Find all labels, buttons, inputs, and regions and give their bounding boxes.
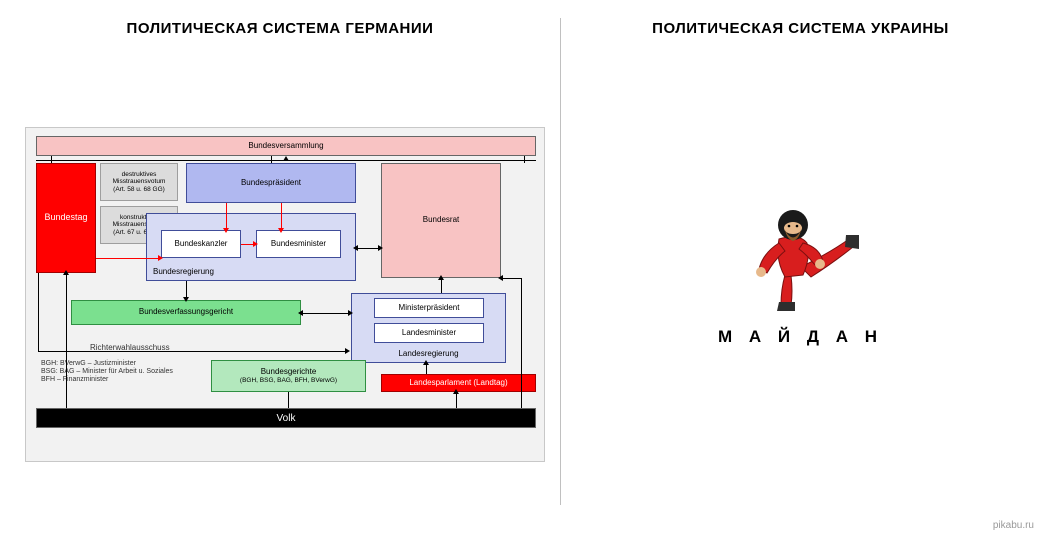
box-bundeskanzler: Bundeskanzler xyxy=(161,230,241,258)
connector xyxy=(271,156,272,163)
box-bundesrat: Bundesrat xyxy=(381,163,501,278)
arrowhead xyxy=(345,348,350,354)
arrowhead xyxy=(348,310,353,316)
connector xyxy=(521,278,522,408)
box-bundestag: Bundestag xyxy=(36,163,96,273)
arrowhead xyxy=(63,270,69,275)
title-ukraine: ПОЛИТИЧЕСКАЯ СИСТЕМА УКРАИНЫ xyxy=(561,20,1040,37)
connector xyxy=(524,156,525,163)
box-bundesversammlung: Bundesversammlung xyxy=(36,136,536,156)
box-landesminister: Landesminister xyxy=(374,323,484,343)
arrowhead xyxy=(283,156,289,161)
arrowhead xyxy=(298,310,303,316)
arrowhead xyxy=(278,228,284,233)
connector xyxy=(66,273,67,408)
connector xyxy=(38,351,348,352)
maidan-caption: М А Й Д А Н xyxy=(561,327,1040,347)
box-ministerpraesident: Ministerpräsident xyxy=(374,298,484,318)
arrowhead xyxy=(498,275,503,281)
germany-diagram: Bundesversammlung Bundestag destruktives… xyxy=(25,127,545,462)
connector xyxy=(38,273,39,351)
connector xyxy=(288,392,289,408)
watermark: pikabu.ru xyxy=(993,520,1034,531)
box-bundespraesident: Bundespräsident xyxy=(186,163,356,203)
connector xyxy=(441,278,442,293)
arrowhead xyxy=(223,228,229,233)
connector xyxy=(281,203,282,230)
arrowhead xyxy=(453,389,459,394)
bundesgerichte-title: Bundesgerichte xyxy=(261,368,317,377)
connector xyxy=(501,278,521,279)
connector xyxy=(226,203,227,230)
connector xyxy=(96,258,161,259)
title-germany: ПОЛИТИЧЕСКАЯ СИСТЕМА ГЕРМАНИИ xyxy=(0,20,560,37)
panel-germany: ПОЛИТИЧЕСКАЯ СИСТЕМА ГЕРМАНИИ Bundesvers… xyxy=(0,0,560,535)
arrowhead xyxy=(253,241,258,247)
root: ПОЛИТИЧЕСКАЯ СИСТЕМА ГЕРМАНИИ Bundesvers… xyxy=(0,0,1040,535)
arrowhead xyxy=(158,255,163,261)
arrowhead xyxy=(353,245,358,251)
box-bundesverfassungsgericht: Bundesverfassungsgericht xyxy=(71,300,301,325)
arrowhead xyxy=(423,360,429,365)
box-bundesgerichte: Bundesgerichte (BGH, BSG, BAG, BFH, BVer… xyxy=(211,360,366,392)
box-volk: Volk xyxy=(36,408,536,428)
panel-ukraine: ПОЛИТИЧЕСКАЯ СИСТЕМА УКРАИНЫ xyxy=(561,0,1040,535)
arrowhead xyxy=(183,297,189,302)
box-bundesminister: Bundesminister xyxy=(256,230,341,258)
connector xyxy=(456,392,457,408)
bundesgerichte-sub: (BGH, BSG, BAG, BFH, BVerwG) xyxy=(240,377,337,384)
arrowhead xyxy=(438,275,444,280)
arrowhead xyxy=(378,245,383,251)
maidan-figure xyxy=(741,197,861,317)
box-destruktives: destruktives Misstrauensvotum (Art. 58 u… xyxy=(100,163,178,201)
connector xyxy=(51,156,52,163)
connector xyxy=(301,313,351,314)
notes-courts: BGH: BVerwG – Justizminister BSG: BAG – … xyxy=(41,360,201,384)
